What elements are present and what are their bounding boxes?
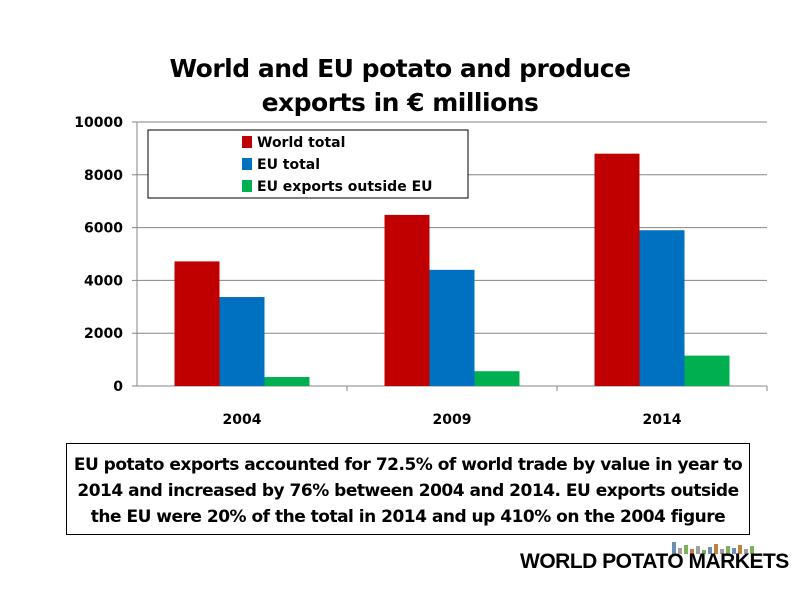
- legend-swatch: [242, 158, 252, 170]
- legend-label: EU exports outside EU: [257, 179, 433, 195]
- bar: [474, 371, 520, 386]
- legend-swatch: [242, 136, 252, 148]
- legend-label: EU total: [257, 157, 320, 173]
- brand-name: WORLD POTATO MARKETS: [520, 550, 789, 573]
- legend-box: [147, 129, 469, 199]
- x-tick-label: 2009: [433, 412, 472, 428]
- y-tick-label: 4000: [84, 273, 123, 289]
- bar: [384, 214, 430, 386]
- chart-title-line-1: World and EU potato and produce: [169, 54, 631, 83]
- y-tick-label: 8000: [84, 168, 123, 184]
- chart-title: World and EU potato and produce exports …: [100, 52, 700, 120]
- bar: [594, 153, 640, 386]
- x-tick-label: 2014: [643, 412, 682, 428]
- caption-line-3: the EU were 20% of the total in 2014 and…: [90, 507, 726, 527]
- bar: [264, 377, 310, 386]
- y-tick-label: 0: [113, 379, 123, 395]
- y-tick-label: 2000: [84, 326, 123, 342]
- legend-swatch: [242, 180, 252, 192]
- bar-chart: 0 2000 4000 6000 8000 10000 2004 2009 2014 World …: [74, 115, 768, 428]
- bar: [219, 297, 265, 386]
- chart-title-line-2: exports in € millions: [261, 88, 539, 117]
- y-tick-label: 6000: [84, 221, 123, 237]
- bar: [429, 269, 475, 386]
- y-tick-label: 10000: [74, 115, 123, 131]
- brand-logo-icon: [672, 542, 754, 554]
- bar: [174, 261, 220, 386]
- caption-box: EU potato exports accounted for 72.5% of…: [66, 443, 750, 535]
- bar: [684, 355, 730, 386]
- x-tick-label: 2004: [223, 412, 262, 428]
- caption-line-1: EU potato exports accounted for 72.5% of…: [73, 455, 743, 475]
- bar: [639, 230, 685, 386]
- caption-line-2: 2014 and increased by 76% between 2004 a…: [77, 481, 739, 501]
- legend-label: World total: [257, 135, 345, 151]
